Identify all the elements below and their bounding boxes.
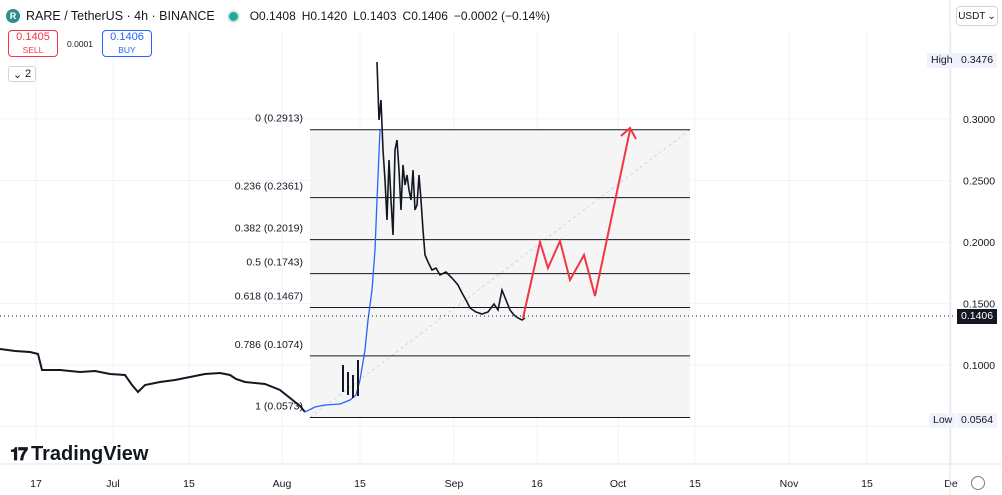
price-axis-tick: 0.2000 [963,237,995,249]
chevron-down-icon: ⌄ [12,68,23,81]
current-price-tag: 0.1406 [957,309,998,324]
price-axis-tick: 0.1500 [963,299,995,311]
ohlc-close: C0.1406 [402,9,448,23]
buy-label: BUY [118,44,136,55]
gear-icon[interactable] [971,476,985,490]
buy-price: 0.1406 [110,30,144,43]
sell-button[interactable]: 0.1405 SELL [8,30,58,57]
time-axis-tick: 15 [861,478,873,490]
spread-value: 0.0001 [67,38,93,49]
time-axis-tick: Nov [780,478,799,490]
time-axis-tick: 15 [354,478,366,490]
currency-selector[interactable]: USDT ⌄ [956,6,998,26]
price-axis-tick: 0.1000 [963,360,995,372]
low-label: Low [929,413,957,428]
time-axis-tick: Oct [610,478,626,490]
time-axis-tick: 16 [531,478,543,490]
tradingview-logo[interactable]: 𝟏𝟕 TradingView [10,443,148,466]
fib-level-label: 0.5 (0.1743) [246,257,303,269]
ohlc-change: −0.0002 (−0.14%) [453,9,550,23]
sell-price: 0.1405 [16,30,50,43]
time-axis-tick: Aug [273,478,292,490]
time-axis-tick: Sep [445,478,464,490]
low-value: 0.0564 [957,413,998,428]
ohlc-low: L0.1403 [353,9,397,23]
trade-panel: 0.1405 SELL 0.0001 0.1406 BUY [8,30,152,57]
chevron-down-icon: ⌄ [987,10,996,22]
market-open-icon [226,9,240,23]
fib-level-label: 0 (0.2913) [255,113,303,125]
indicators-toggle-button[interactable]: ⌄ 2 [8,66,36,82]
price-axis-tick: 0.2500 [963,176,995,188]
high-value: 0.3476 [957,53,998,68]
fib-level-label: 0.786 (0.1074) [235,339,303,351]
rare-coin-icon: R [6,9,20,23]
high-label: High [927,53,957,68]
fib-level-label: 0.382 (0.2019) [235,223,303,235]
buy-button[interactable]: 0.1406 BUY [102,30,152,57]
fib-level-label: 0.618 (0.1467) [235,291,303,303]
tradingview-logo-icon: 𝟏𝟕 [10,444,28,464]
fib-level-label: 0.236 (0.2361) [235,181,303,193]
ohlc-open: O0.1408 [249,9,296,23]
fib-level-label: 1 (0.0573) [255,401,303,413]
price-series-early [0,348,306,413]
currency-label: USDT [958,10,986,22]
price-axis-tick: 0.3000 [963,114,995,126]
price-series-breakout [304,129,381,413]
projection-path [522,129,631,319]
symbol-title[interactable]: RARE / TetherUS · 4h · BINANCE [26,9,215,23]
time-axis-tick: Jul [106,478,119,490]
ohlc-high: H0.1420 [301,9,348,23]
sell-label: SELL [22,44,44,55]
symbol-legend: R RARE / TetherUS · 4h · BINANCE O0.1408… [6,7,550,25]
fib-trend-line [309,129,691,418]
indicators-count: 2 [25,68,32,80]
time-axis-tick: 15 [183,478,195,490]
price-series-late [376,61,526,321]
projection-arrowhead [620,126,637,140]
time-axis-tick: 17 [30,478,42,490]
time-axis-tick: De [944,478,958,490]
logo-text: TradingView [31,443,149,465]
time-axis-tick: 15 [689,478,701,490]
